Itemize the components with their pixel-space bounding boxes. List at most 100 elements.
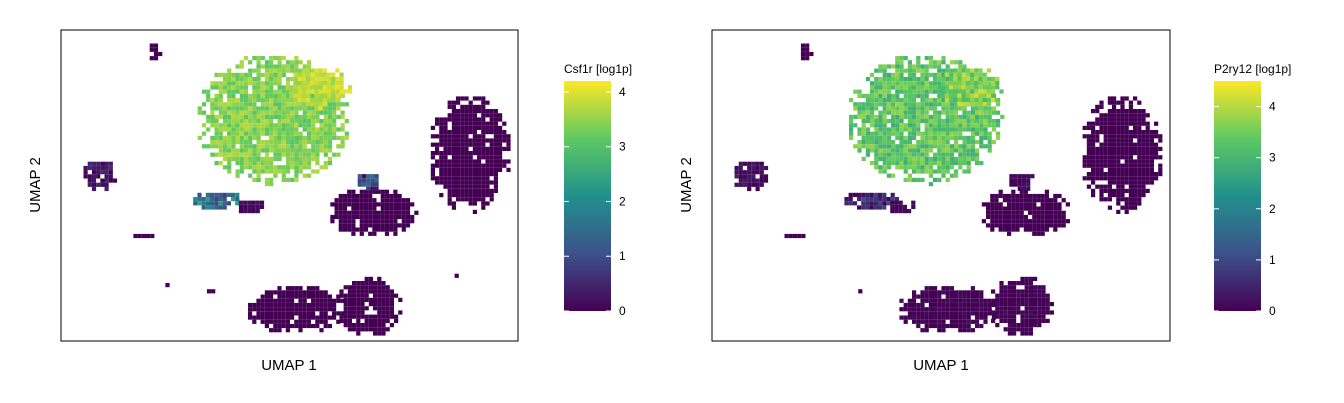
hex-bin-point <box>882 192 887 197</box>
hex-bin-point <box>1128 167 1133 172</box>
hex-bin-point <box>451 184 456 189</box>
hex-bin-point <box>857 102 862 107</box>
hex-bin-point <box>878 114 883 119</box>
hex-bin-point <box>460 167 465 172</box>
hex-bin-point <box>290 106 295 111</box>
hex-bin-point <box>1137 176 1142 181</box>
hex-bin-point <box>227 106 232 111</box>
hex-bin-point <box>891 106 896 111</box>
hex-bin-point <box>352 297 357 302</box>
hex-bin-point <box>87 161 92 166</box>
hex-bin-point <box>231 119 236 124</box>
hex-bin-point <box>937 93 942 98</box>
hex-bin-point <box>451 167 456 172</box>
hex-bin-point <box>443 130 448 135</box>
hex-bin-point <box>368 327 373 332</box>
hex-bin-point <box>878 165 883 170</box>
hex-bin-point <box>912 177 917 182</box>
hex-bin-point <box>248 148 253 153</box>
hex-bin-point <box>285 81 291 86</box>
hex-bin-point <box>916 131 921 136</box>
hex-bin-point <box>398 310 403 315</box>
hex-bin-point <box>945 165 950 170</box>
hex-bin-point <box>314 106 319 111</box>
hex-bin-point <box>1145 159 1150 164</box>
hex-bin-point <box>899 298 904 303</box>
hex-bin-point <box>912 81 917 86</box>
hex-bin-point <box>920 131 925 136</box>
hex-bin-point <box>252 315 257 320</box>
hex-bin-point <box>995 97 1000 102</box>
hex-bin-point <box>865 135 870 140</box>
hex-bin-point <box>1116 130 1121 135</box>
hex-bin-point <box>214 85 219 90</box>
hex-bin-point <box>1141 130 1146 135</box>
hex-bin-point <box>912 169 917 174</box>
hex-bin-point <box>882 77 887 82</box>
hex-bin-point <box>472 146 477 151</box>
hex-bin-point <box>468 130 473 135</box>
hex-bin-point <box>481 155 486 160</box>
hex-bin-point <box>269 64 274 69</box>
hex-bin-point <box>447 117 452 122</box>
hex-bin-point <box>338 223 343 228</box>
hex-bin-point <box>1007 227 1012 232</box>
hex-bin-point <box>332 152 337 157</box>
hex-bin-point <box>933 161 938 166</box>
hex-bin-point <box>899 119 904 124</box>
hex-bin-point <box>882 169 887 174</box>
hex-bin-point <box>920 307 925 312</box>
hex-bin-point <box>1003 314 1008 319</box>
hex-bin-point <box>933 72 938 77</box>
hex-bin-point <box>239 123 244 128</box>
hex-bin-point <box>1112 142 1117 147</box>
hex-bin-point <box>975 119 980 124</box>
hex-bin-point <box>1024 297 1029 302</box>
hex-bin-point <box>277 89 282 94</box>
hex-bin-point <box>368 302 373 307</box>
hex-bin-point <box>937 60 942 65</box>
hex-bin-point <box>907 114 912 119</box>
hex-bin-point <box>315 144 320 149</box>
hex-bin-point <box>1057 219 1062 224</box>
hex-bin-point <box>506 146 511 151</box>
hex-bin-point <box>1128 138 1133 143</box>
hex-bin-point <box>961 89 966 94</box>
hex-bin-point <box>1128 197 1133 202</box>
hex-bin-point <box>351 206 356 211</box>
hex-bin-point <box>970 152 975 157</box>
hex-bin-point <box>970 307 975 312</box>
hex-bin-point <box>373 331 378 336</box>
hex-bin-point <box>290 110 295 115</box>
hex-bin-point <box>206 98 211 103</box>
hex-bin-point <box>210 106 215 111</box>
hex-bin-point <box>227 98 232 103</box>
hex-bin-point <box>949 290 954 295</box>
hex-bin-point <box>285 85 291 90</box>
hex-bin-point <box>1082 155 1087 160</box>
hex-bin-point <box>87 174 92 179</box>
hex-bin-point <box>903 315 908 320</box>
hex-bin-point <box>965 102 970 107</box>
hex-bin-point <box>277 290 282 295</box>
hex-bin-point <box>87 182 92 187</box>
hex-bin-point <box>975 290 980 295</box>
hex-bin-point <box>218 148 223 153</box>
hex-bin-point <box>451 193 456 198</box>
hex-bin-point <box>895 81 900 86</box>
hex-bin-point <box>340 123 345 128</box>
hex-bin-point <box>460 146 465 151</box>
hex-bin-point <box>373 306 378 311</box>
hex-bin-point <box>966 148 971 153</box>
hex-bin-point <box>319 315 324 320</box>
hex-bin-point <box>1020 276 1025 281</box>
hex-bin-point <box>248 152 253 157</box>
hex-bin-point <box>381 289 386 294</box>
hex-bin-point <box>1149 180 1154 185</box>
hex-bin-point <box>903 148 908 153</box>
hex-bin-point <box>1028 314 1033 319</box>
hex-bin-point <box>981 202 986 207</box>
hex-bin-point <box>451 138 456 143</box>
hex-bin-point <box>944 72 949 77</box>
